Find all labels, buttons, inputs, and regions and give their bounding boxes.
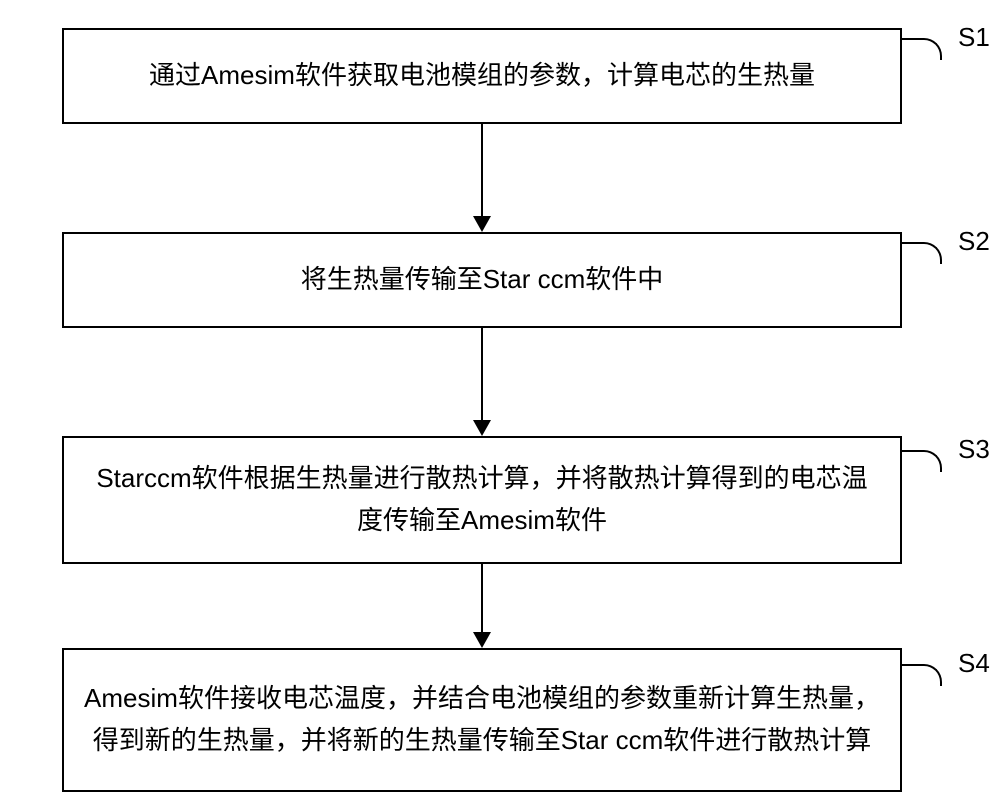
step-text: Starccm软件根据生热量进行散热计算，并将散热计算得到的电芯温度传输至Ame…: [84, 458, 880, 541]
step-label-s1: S1: [958, 22, 990, 53]
step-label-s2: S2: [958, 226, 990, 257]
label-connector: [902, 38, 942, 60]
arrow-line: [481, 124, 483, 217]
step-box-s1: 通过Amesim软件获取电池模组的参数，计算电芯的生热量: [62, 28, 902, 124]
step-text: 通过Amesim软件获取电池模组的参数，计算电芯的生热量: [149, 55, 815, 97]
step-box-s2: 将生热量传输至Star ccm软件中: [62, 232, 902, 328]
label-connector: [902, 242, 942, 264]
flowchart-canvas: 通过Amesim软件获取电池模组的参数，计算电芯的生热量 S1 将生热量传输至Sta…: [0, 0, 1000, 807]
step-label-s4: S4: [958, 648, 990, 679]
arrow-down-icon: [473, 632, 491, 648]
label-connector: [902, 664, 942, 686]
step-text: Amesim软件接收电芯温度，并结合电池模组的参数重新计算生热量，得到新的生热量…: [84, 678, 880, 761]
label-connector: [902, 450, 942, 472]
arrow-down-icon: [473, 420, 491, 436]
step-text: 将生热量传输至Star ccm软件中: [301, 259, 664, 301]
arrow-line: [481, 328, 483, 421]
step-label-s3: S3: [958, 434, 990, 465]
arrow-line: [481, 564, 483, 633]
arrow-down-icon: [473, 216, 491, 232]
step-box-s4: Amesim软件接收电芯温度，并结合电池模组的参数重新计算生热量，得到新的生热量…: [62, 648, 902, 792]
step-box-s3: Starccm软件根据生热量进行散热计算，并将散热计算得到的电芯温度传输至Ame…: [62, 436, 902, 564]
